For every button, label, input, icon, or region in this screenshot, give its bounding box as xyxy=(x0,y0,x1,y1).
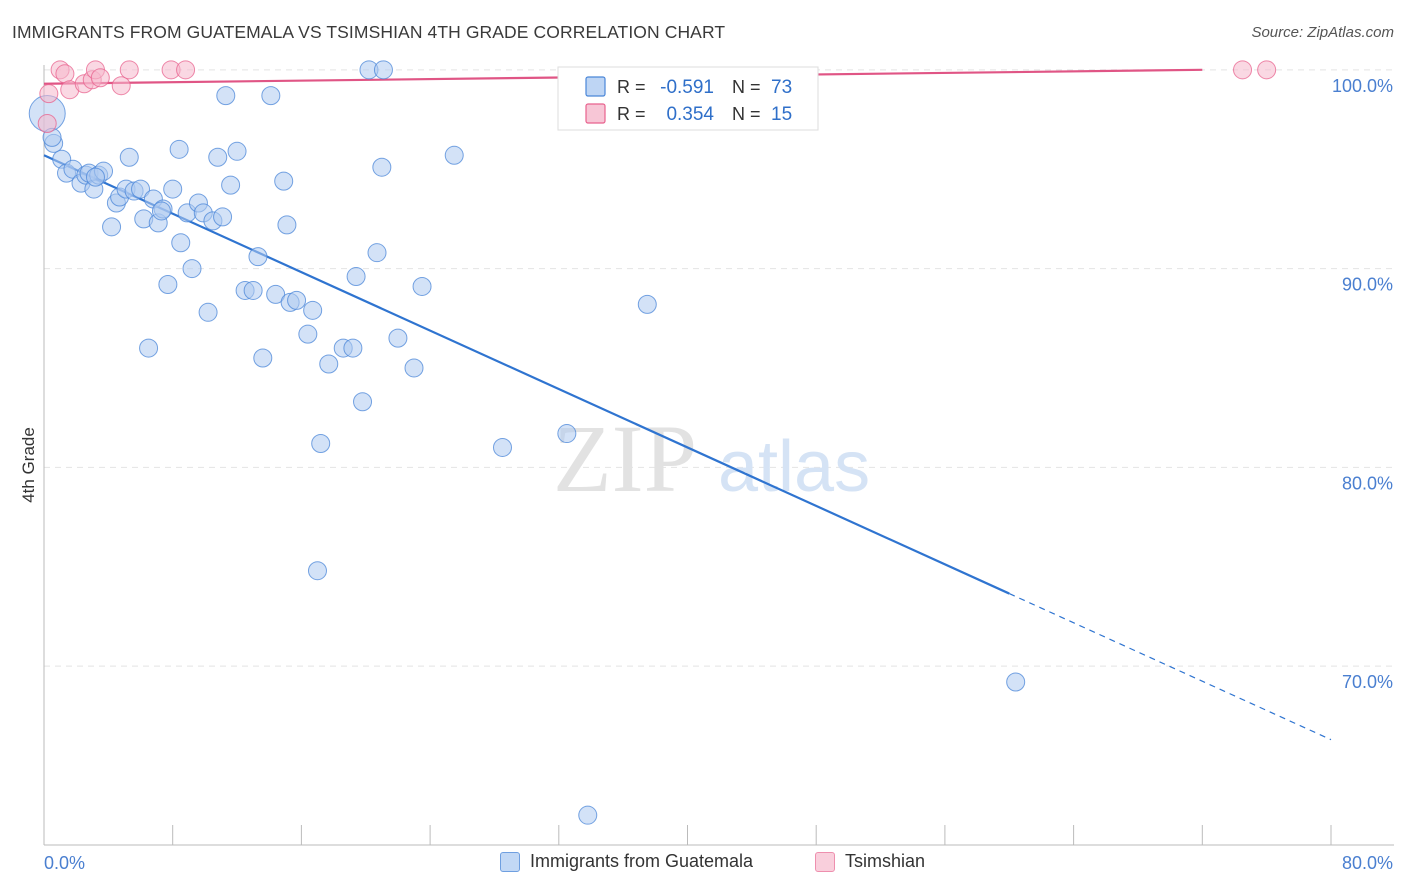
legend-label-tsimshian: Tsimshian xyxy=(845,851,926,871)
point-guatemala-49 xyxy=(303,300,323,320)
point-tsimshian-9 xyxy=(111,76,131,96)
legend-label-guatemala: Immigrants from Guatemala xyxy=(530,851,754,871)
stats-n-value-tsimshian: 15 xyxy=(771,104,792,125)
point-guatemala-44 xyxy=(274,171,294,191)
point-guatemala-59 xyxy=(372,157,392,177)
point-guatemala-68 xyxy=(637,294,657,314)
point-guatemala-26 xyxy=(171,233,191,253)
point-guatemala-24 xyxy=(163,179,183,199)
point-guatemala-37 xyxy=(227,141,247,161)
y-tick-label-0: 100.0% xyxy=(1332,76,1393,96)
point-guatemala-42 xyxy=(261,86,281,106)
point-guatemala-36 xyxy=(221,175,241,195)
point-guatemala-56 xyxy=(353,392,373,412)
point-tsimshian-0 xyxy=(37,113,57,133)
point-guatemala-39 xyxy=(243,280,263,300)
point-guatemala-52 xyxy=(319,354,339,374)
legend-swatch-tsimshian xyxy=(815,851,835,872)
chart-source: Source: ZipAtlas.com xyxy=(1251,24,1394,41)
point-guatemala-31 xyxy=(198,302,218,322)
point-guatemala-35 xyxy=(216,86,236,106)
point-guatemala-65 xyxy=(492,437,512,457)
point-guatemala-47 xyxy=(287,290,307,310)
legend-swatch-guatemala xyxy=(500,851,520,872)
watermark-zip: ZIP xyxy=(553,405,697,512)
point-guatemala-15 xyxy=(119,147,139,167)
point-guatemala-69 xyxy=(1006,672,1026,692)
point-guatemala-17 xyxy=(131,179,151,199)
watermark-atlas: atlas xyxy=(718,427,870,507)
stats-r-label-tsimshian: R = xyxy=(617,104,646,124)
y-tick-label-1: 90.0% xyxy=(1342,275,1393,295)
bottom-legend: Immigrants from Guatemala Tsimshian xyxy=(0,851,1406,879)
legend-item-tsimshian[interactable]: Tsimshian xyxy=(815,851,925,872)
point-guatemala-41 xyxy=(253,348,273,368)
point-guatemala-66 xyxy=(557,424,577,444)
point-guatemala-63 xyxy=(412,276,432,296)
point-guatemala-48 xyxy=(298,324,318,344)
stats-swatch-guatemala xyxy=(585,76,606,97)
point-tsimshian-13 xyxy=(1233,60,1253,80)
point-guatemala-33 xyxy=(208,147,228,167)
stats-n-value-guatemala: 73 xyxy=(771,77,792,98)
point-guatemala-11 xyxy=(102,217,122,237)
point-guatemala-61 xyxy=(388,328,408,348)
point-guatemala-60 xyxy=(373,60,393,80)
point-guatemala-23 xyxy=(158,274,178,294)
point-guatemala-55 xyxy=(346,267,366,287)
point-guatemala-34 xyxy=(213,207,233,227)
y-axis-label: 4th Grade xyxy=(19,427,38,503)
point-tsimshian-14 xyxy=(1257,60,1277,80)
point-guatemala-25 xyxy=(169,139,189,159)
point-guatemala-43 xyxy=(266,284,286,304)
point-tsimshian-3 xyxy=(55,64,75,84)
stats-r-label-guatemala: R = xyxy=(617,77,646,97)
point-tsimshian-12 xyxy=(176,60,196,80)
trend-line-guatemala-extension xyxy=(1009,593,1332,741)
point-guatemala-64 xyxy=(444,145,464,165)
point-guatemala-67 xyxy=(578,805,598,825)
point-guatemala-28 xyxy=(182,259,202,279)
point-guatemala-19 xyxy=(139,338,159,358)
point-tsimshian-1 xyxy=(39,84,59,104)
stats-swatch-tsimshian xyxy=(585,103,606,124)
point-guatemala-72 xyxy=(151,201,171,221)
y-tick-label-2: 80.0% xyxy=(1342,473,1393,493)
point-guatemala-54 xyxy=(343,338,363,358)
point-guatemala-40 xyxy=(248,247,268,267)
point-guatemala-45 xyxy=(277,215,297,235)
point-guatemala-58 xyxy=(367,243,387,263)
point-guatemala-50 xyxy=(307,561,327,581)
point-guatemala-62 xyxy=(404,358,424,378)
point-tsimshian-10 xyxy=(119,60,139,80)
y-tick-label-3: 70.0% xyxy=(1342,672,1393,692)
point-tsimshian-8 xyxy=(90,68,110,88)
x-tick-label-start: 0.0% xyxy=(44,853,85,873)
stats-r-value-tsimshian: 0.354 xyxy=(666,104,714,125)
stats-n-label-guatemala: N = xyxy=(732,77,761,97)
stats-n-label-tsimshian: N = xyxy=(732,104,761,124)
chart-title: IMMIGRANTS FROM GUATEMALA VS TSIMSHIAN 4… xyxy=(12,22,726,42)
point-guatemala-51 xyxy=(311,433,331,453)
stats-r-value-guatemala: -0.591 xyxy=(660,77,714,98)
x-tick-label-end: 80.0% xyxy=(1342,853,1393,873)
legend-item-guatemala[interactable]: Immigrants from Guatemala xyxy=(500,851,753,872)
trend-line-guatemala xyxy=(43,154,1010,595)
point-guatemala-71 xyxy=(85,167,105,187)
